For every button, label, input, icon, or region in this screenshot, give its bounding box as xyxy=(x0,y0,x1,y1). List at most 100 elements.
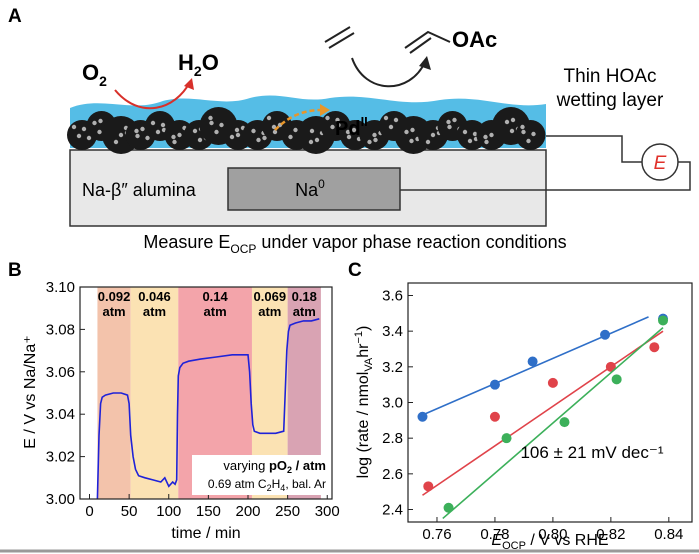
pd-dot xyxy=(135,133,140,139)
x-tick-label: 50 xyxy=(121,503,138,520)
pd-dot xyxy=(345,129,351,135)
pd-dot xyxy=(383,115,389,121)
x-tick-label: 100 xyxy=(156,503,181,520)
pd-dot xyxy=(452,117,457,123)
pd-dot xyxy=(409,138,414,144)
point xyxy=(611,374,622,385)
point xyxy=(489,379,500,390)
pd-dot xyxy=(483,134,488,140)
pd-dot xyxy=(155,129,161,135)
pd-dot xyxy=(336,122,341,128)
band-label: atm xyxy=(204,304,227,319)
pd-dot xyxy=(92,120,97,126)
band-label: 0.18 xyxy=(292,289,317,304)
x-tick-label: 0.80 xyxy=(538,526,567,543)
y-tick-label: 3.02 xyxy=(46,449,75,466)
panel-label: A xyxy=(8,6,22,27)
band-label: 0.092 xyxy=(98,289,131,304)
ethylene-bond xyxy=(328,32,355,49)
pd-dot xyxy=(510,117,516,123)
pd-dot xyxy=(467,138,473,144)
pd-dot xyxy=(462,129,468,135)
x-tick-label: 0.84 xyxy=(654,526,683,543)
pd-dot xyxy=(172,139,177,145)
panel-label: C xyxy=(348,260,362,281)
pd-dot xyxy=(251,128,256,134)
pd-dot xyxy=(410,127,415,133)
pd-dot xyxy=(235,132,241,138)
band-label: atm xyxy=(143,304,166,319)
pd-dot xyxy=(134,128,139,134)
vinyl-acetate-bond xyxy=(409,37,432,54)
pd-dot xyxy=(271,124,277,130)
pd-dot xyxy=(504,119,510,125)
x-tick-label: 0 xyxy=(85,503,93,520)
migration-arrow xyxy=(274,108,323,131)
pd-dot xyxy=(484,139,489,145)
annotation-part: pO xyxy=(269,458,287,473)
na-electrode xyxy=(227,167,401,211)
pd-dot xyxy=(372,132,377,138)
pd-dot xyxy=(472,131,478,137)
y-tick-label: 3.0 xyxy=(382,395,403,412)
pd-dot xyxy=(330,124,335,130)
na-label: Na0 xyxy=(295,177,325,200)
y-tick-label: 3.10 xyxy=(46,279,75,296)
pd-dot xyxy=(288,134,293,140)
annotation-part: 4 xyxy=(280,483,285,493)
band-label: atm xyxy=(103,304,126,319)
pd-dot xyxy=(177,132,182,138)
pd-dot xyxy=(325,115,330,121)
y-tick-label: 3.6 xyxy=(382,287,403,304)
panel-label: B xyxy=(8,260,22,281)
annotation-part: 0.69 atm C xyxy=(208,477,267,491)
vinyl-acetate xyxy=(404,30,451,49)
pd-dot xyxy=(447,124,452,130)
caption: Measure EOCP under vapor phase reaction … xyxy=(143,232,566,256)
particle xyxy=(515,120,546,150)
y-tick-label: 3.08 xyxy=(46,321,75,338)
point xyxy=(417,411,428,422)
pd-dot xyxy=(293,127,298,133)
pd-dot xyxy=(308,139,314,145)
pd-dot xyxy=(367,139,372,145)
arrowhead xyxy=(320,104,330,116)
point xyxy=(600,329,611,340)
pd-dot xyxy=(234,127,240,133)
annotation-part: 2 xyxy=(267,483,272,493)
alumina-label: Na-β″ alumina xyxy=(82,180,197,200)
pd-dot xyxy=(430,132,436,138)
annotation-part: varying xyxy=(223,458,269,473)
pd-dot xyxy=(86,135,92,141)
pd-dot xyxy=(71,124,77,130)
pd-dot xyxy=(97,129,102,135)
pd-dot xyxy=(209,120,214,126)
pd-dot xyxy=(192,128,198,134)
panel-b: B time / min E / V vs Na/Na⁺ 0.092atm0.0… xyxy=(8,260,340,542)
annotation-part: H xyxy=(272,477,281,491)
pd-dot xyxy=(160,122,166,128)
x-tick-label: 300 xyxy=(315,503,340,520)
pd-dot xyxy=(150,120,156,126)
annotation: 0.69 atm C2H4, bal. Ar xyxy=(208,477,326,493)
point xyxy=(489,411,500,422)
pd-dot xyxy=(520,124,525,130)
pd-dot xyxy=(531,131,536,137)
annotation-box xyxy=(192,455,330,495)
pd-dot xyxy=(446,119,451,125)
band-label: 0.046 xyxy=(138,289,171,304)
point xyxy=(547,377,558,388)
panel-c: C EOCP / V vs RHE log (rate / nmolVAhr−1… xyxy=(348,260,693,552)
plot-frame xyxy=(79,286,333,500)
point xyxy=(527,356,538,367)
plot-frame xyxy=(407,282,693,523)
oac-label: OAc xyxy=(452,27,497,52)
pd-dot xyxy=(346,134,352,140)
fit-line xyxy=(422,316,649,416)
point xyxy=(658,315,669,326)
band-label: atm xyxy=(258,304,281,319)
band-label: atm xyxy=(293,304,316,319)
point xyxy=(501,433,512,444)
pd-dot xyxy=(140,126,145,132)
pd-label: PdII xyxy=(335,114,368,140)
